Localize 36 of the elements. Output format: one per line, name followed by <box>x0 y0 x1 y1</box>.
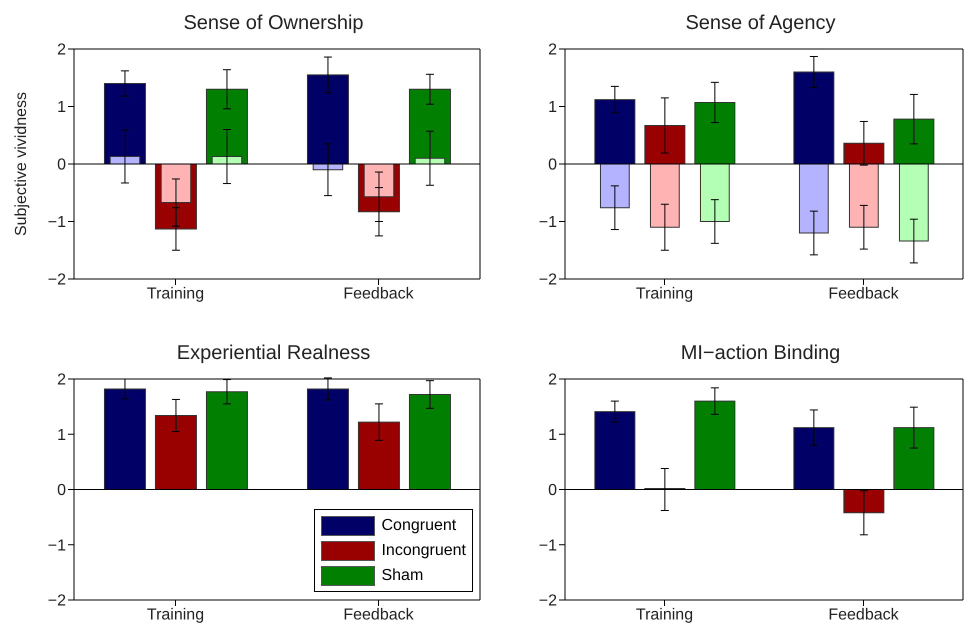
y-tick-label: −2 <box>538 592 558 610</box>
y-tick-label: −1 <box>538 214 558 232</box>
legend-label: Incongruent <box>381 542 466 560</box>
legend-label: Sham <box>381 566 424 584</box>
y-tick-label: 2 <box>548 372 558 389</box>
y-tick-label: −1 <box>48 214 66 232</box>
chart-title: Sense of Agency <box>685 11 836 36</box>
y-tick-label: 0 <box>548 156 558 174</box>
y-tick-label: 0 <box>548 482 558 500</box>
y-tick-label: 1 <box>57 99 66 116</box>
y-tick-label: −2 <box>48 592 66 610</box>
y-tick-label: 2 <box>57 372 66 389</box>
x-tick-label: Training <box>636 285 694 302</box>
legend-label: Congruent <box>381 516 456 534</box>
x-tick-label: Training <box>636 606 694 624</box>
chart-title: Sense of Ownership <box>183 11 364 36</box>
x-tick-label: Training <box>146 285 204 302</box>
y-tick-label: −1 <box>538 537 558 554</box>
y-tick-label: 2 <box>548 42 558 59</box>
x-tick-label: Feedback <box>343 606 415 624</box>
y-tick-label: 0 <box>57 156 66 174</box>
x-tick-label: Feedback <box>343 285 415 302</box>
y-tick-label: 1 <box>548 99 558 116</box>
x-tick-label: Feedback <box>828 285 900 302</box>
x-tick-label: Training <box>146 606 204 624</box>
y-tick-label: 1 <box>548 426 558 444</box>
chart-title: MI−action Binding <box>680 341 840 366</box>
y-tick-label: 1 <box>57 426 66 444</box>
chart-title: Experiential Realness <box>176 341 370 366</box>
y-tick-label: −1 <box>48 537 66 554</box>
x-tick-label: Feedback <box>828 606 900 624</box>
y-tick-label: −2 <box>538 272 558 289</box>
y-tick-label: 0 <box>57 482 66 500</box>
y-axis-title: Subjective vividness <box>13 92 30 236</box>
y-tick-label: −2 <box>48 272 66 289</box>
y-tick-label: 2 <box>57 42 66 59</box>
